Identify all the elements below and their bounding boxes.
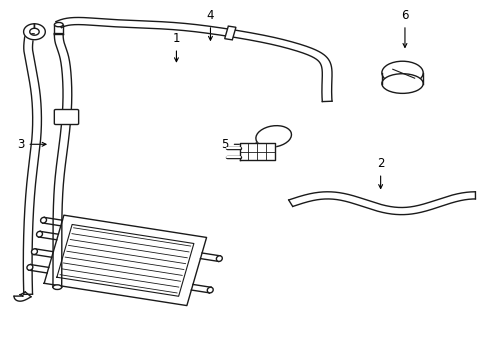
Ellipse shape [216, 256, 222, 261]
Ellipse shape [27, 265, 33, 270]
Text: 2: 2 [376, 157, 384, 189]
Polygon shape [56, 17, 331, 102]
Polygon shape [224, 26, 235, 40]
Polygon shape [288, 192, 474, 215]
Polygon shape [239, 143, 274, 160]
Polygon shape [23, 24, 45, 40]
Polygon shape [53, 33, 72, 287]
Text: 3: 3 [17, 138, 46, 151]
Ellipse shape [381, 74, 422, 93]
Ellipse shape [53, 285, 61, 289]
Ellipse shape [381, 61, 422, 85]
Ellipse shape [37, 231, 42, 237]
Text: 6: 6 [400, 9, 408, 48]
Ellipse shape [41, 217, 46, 223]
Text: 1: 1 [172, 32, 180, 62]
Polygon shape [23, 33, 41, 294]
Ellipse shape [255, 126, 291, 147]
Text: 5: 5 [221, 138, 260, 151]
FancyBboxPatch shape [54, 109, 79, 125]
Polygon shape [44, 215, 206, 306]
Ellipse shape [54, 22, 63, 27]
Ellipse shape [207, 287, 213, 293]
Polygon shape [14, 292, 31, 301]
Text: 4: 4 [206, 9, 214, 40]
Ellipse shape [31, 249, 38, 255]
